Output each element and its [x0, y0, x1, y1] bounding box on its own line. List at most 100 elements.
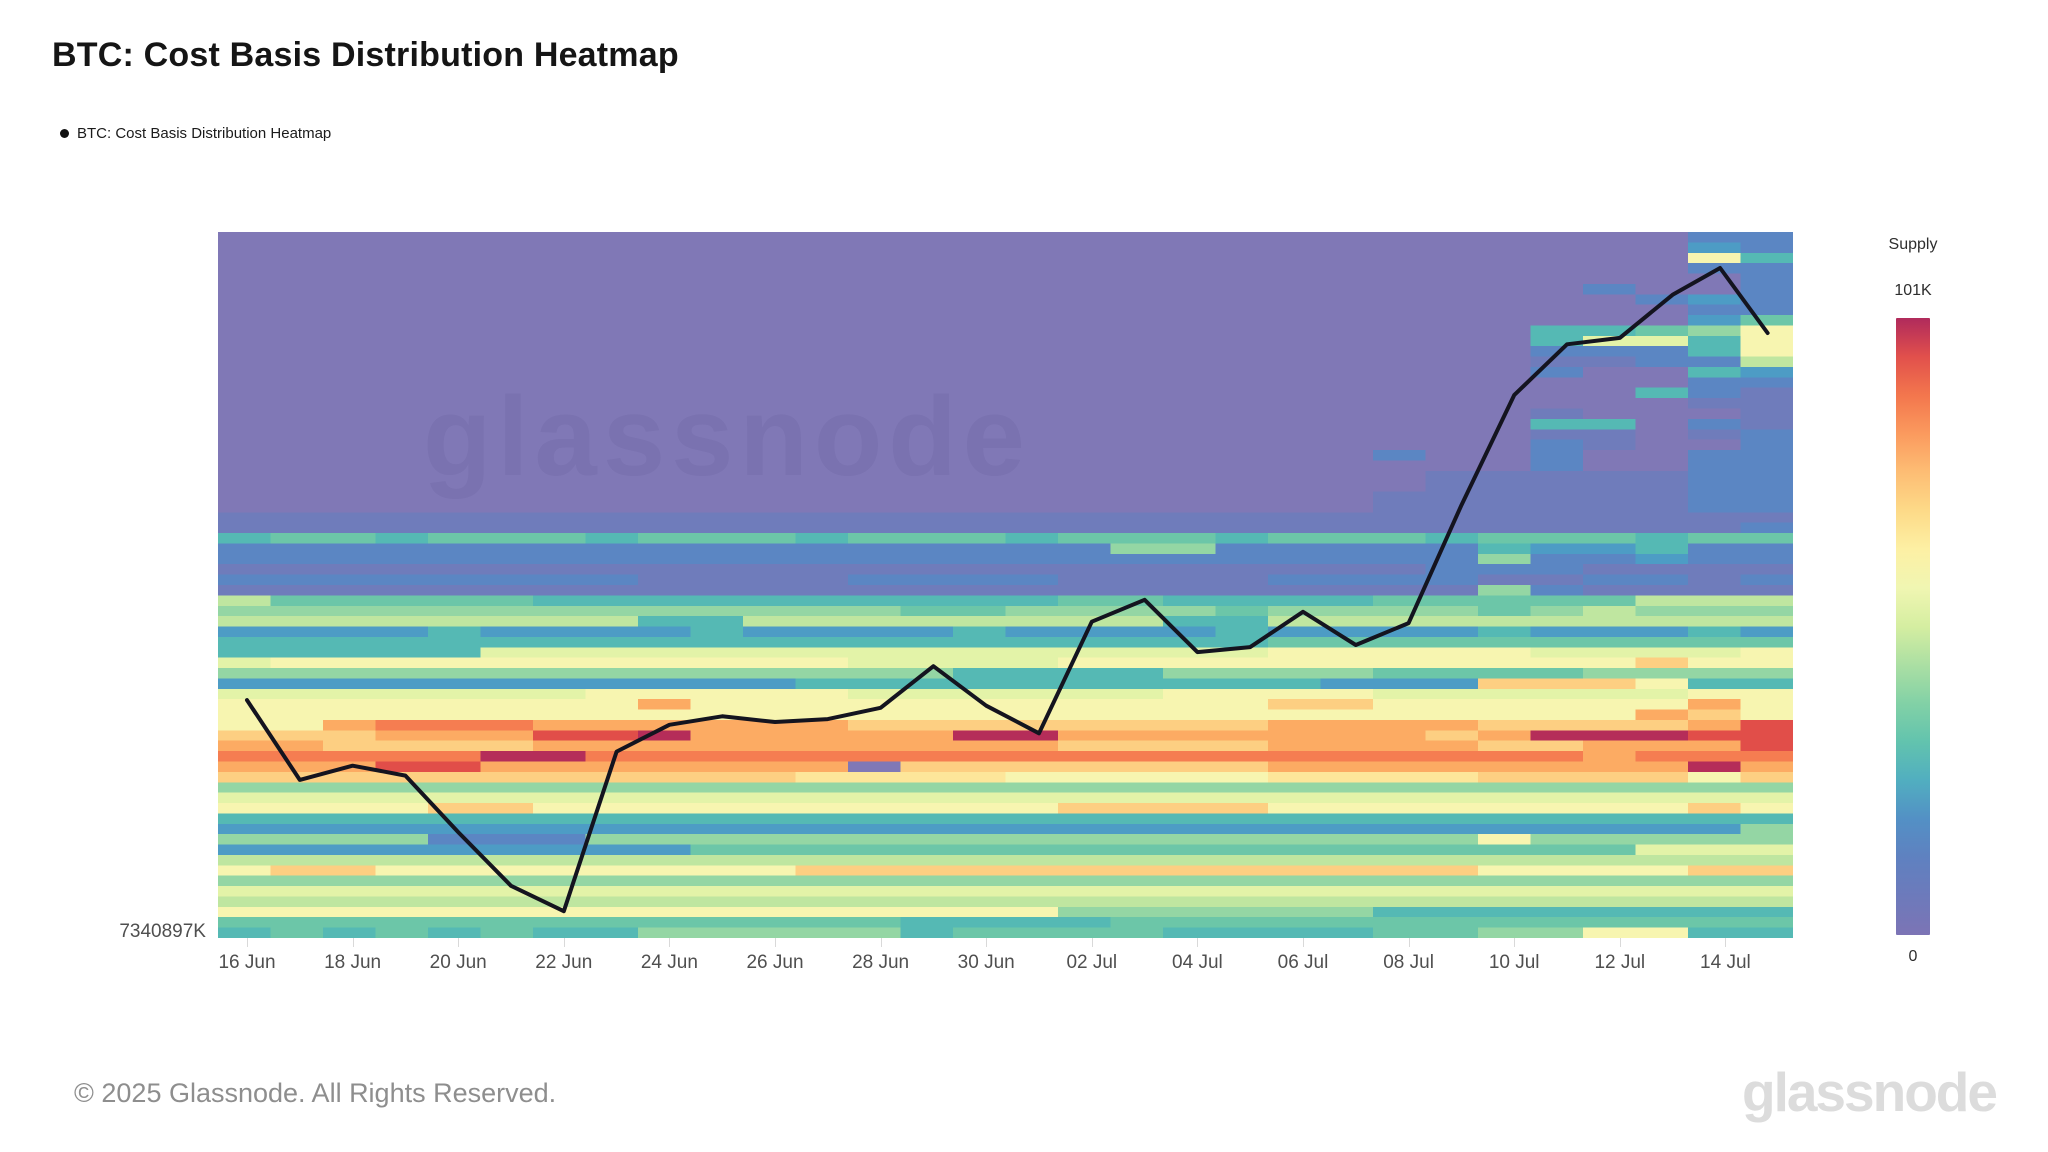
heatmap-cell[interactable]	[1425, 854, 1479, 866]
heatmap-cell[interactable]	[1530, 325, 1584, 337]
heatmap-cell[interactable]	[1478, 450, 1532, 461]
heatmap-cell[interactable]	[1268, 647, 1322, 659]
heatmap-cell[interactable]	[218, 854, 272, 866]
heatmap-cell[interactable]	[900, 834, 954, 846]
heatmap-cell[interactable]	[900, 356, 954, 368]
heatmap-cell[interactable]	[1005, 616, 1059, 628]
heatmap-cell[interactable]	[1005, 782, 1059, 794]
heatmap-cell[interactable]	[795, 668, 849, 679]
heatmap-cell[interactable]	[1005, 626, 1059, 638]
heatmap-cell[interactable]	[638, 595, 692, 607]
heatmap-cell[interactable]	[1058, 678, 1112, 690]
heatmap-cell[interactable]	[953, 823, 1007, 835]
heatmap-cell[interactable]	[1268, 346, 1322, 358]
heatmap-cell[interactable]	[1635, 699, 1689, 711]
heatmap-cell[interactable]	[1215, 408, 1269, 420]
heatmap-cell[interactable]	[795, 626, 849, 638]
heatmap-cell[interactable]	[1215, 304, 1269, 316]
heatmap-cell[interactable]	[1583, 470, 1637, 482]
heatmap-cell[interactable]	[795, 366, 849, 378]
heatmap-cell[interactable]	[1530, 408, 1584, 420]
heatmap-cell[interactable]	[743, 335, 797, 347]
heatmap-cell[interactable]	[218, 896, 272, 908]
heatmap-cell[interactable]	[1688, 616, 1742, 628]
heatmap-cell[interactable]	[1688, 491, 1742, 503]
heatmap-cell[interactable]	[323, 574, 377, 586]
heatmap-cell[interactable]	[690, 875, 744, 887]
heatmap-cell[interactable]	[953, 605, 1007, 617]
heatmap-cell[interactable]	[900, 678, 954, 690]
heatmap-cell[interactable]	[1740, 616, 1794, 628]
heatmap-cell[interactable]	[1688, 865, 1742, 877]
heatmap-cell[interactable]	[795, 429, 849, 441]
heatmap-cell[interactable]	[1373, 803, 1427, 814]
heatmap-cell[interactable]	[1688, 761, 1742, 773]
heatmap-cell[interactable]	[1268, 564, 1322, 576]
heatmap-cell[interactable]	[323, 678, 377, 690]
heatmap-cell[interactable]	[428, 865, 482, 877]
heatmap-cell[interactable]	[1320, 450, 1374, 461]
heatmap-cell[interactable]	[1530, 242, 1584, 254]
heatmap-cell[interactable]	[428, 886, 482, 897]
heatmap-cell[interactable]	[323, 533, 377, 544]
heatmap-cell[interactable]	[1740, 283, 1794, 295]
heatmap-cell[interactable]	[1425, 647, 1479, 659]
heatmap-cell[interactable]	[1583, 283, 1637, 295]
heatmap-cell[interactable]	[743, 273, 797, 285]
heatmap-cell[interactable]	[1320, 751, 1374, 762]
heatmap-cell[interactable]	[1320, 917, 1374, 929]
heatmap-cell[interactable]	[1425, 709, 1479, 721]
heatmap-cell[interactable]	[218, 927, 272, 938]
heatmap-cell[interactable]	[900, 906, 954, 918]
heatmap-cell[interactable]	[1268, 574, 1322, 586]
heatmap-cell[interactable]	[323, 501, 377, 513]
heatmap-cell[interactable]	[218, 460, 272, 472]
heatmap-cell[interactable]	[795, 387, 849, 399]
heatmap-cell[interactable]	[533, 813, 587, 825]
heatmap-cell[interactable]	[1373, 595, 1427, 607]
heatmap-cell[interactable]	[1268, 325, 1322, 337]
heatmap-cell[interactable]	[900, 553, 954, 565]
heatmap-cell[interactable]	[638, 668, 692, 679]
heatmap-cell[interactable]	[270, 834, 324, 846]
heatmap-cell[interactable]	[1635, 626, 1689, 638]
heatmap-cell[interactable]	[1425, 418, 1479, 430]
heatmap-cell[interactable]	[690, 699, 744, 711]
heatmap-cell[interactable]	[1110, 283, 1164, 295]
heatmap-cell[interactable]	[1478, 917, 1532, 929]
heatmap-cell[interactable]	[795, 533, 849, 544]
heatmap-cell[interactable]	[533, 688, 587, 700]
heatmap-cell[interactable]	[1740, 366, 1794, 378]
heatmap-cell[interactable]	[480, 844, 534, 856]
heatmap-cell[interactable]	[480, 346, 534, 358]
heatmap-cell[interactable]	[480, 771, 534, 783]
heatmap-cell[interactable]	[1583, 906, 1637, 918]
heatmap-cell[interactable]	[1688, 709, 1742, 721]
heatmap-cell[interactable]	[218, 377, 272, 389]
heatmap-cell[interactable]	[1110, 636, 1164, 648]
heatmap-cell[interactable]	[1215, 574, 1269, 586]
heatmap-cell[interactable]	[638, 896, 692, 908]
heatmap-cell[interactable]	[1530, 574, 1584, 586]
heatmap-cell[interactable]	[953, 252, 1007, 264]
heatmap-cell[interactable]	[218, 636, 272, 648]
heatmap-cell[interactable]	[1583, 699, 1637, 711]
heatmap-cell[interactable]	[1530, 460, 1584, 472]
heatmap-cell[interactable]	[795, 782, 849, 794]
heatmap-cell[interactable]	[848, 730, 902, 742]
heatmap-cell[interactable]	[1530, 751, 1584, 762]
heatmap-cell[interactable]	[1373, 543, 1427, 555]
heatmap-cell[interactable]	[533, 699, 587, 711]
heatmap-cell[interactable]	[1110, 688, 1164, 700]
heatmap-cell[interactable]	[1373, 501, 1427, 513]
heatmap-cell[interactable]	[1268, 387, 1322, 399]
heatmap-cell[interactable]	[375, 823, 429, 835]
heatmap-cell[interactable]	[1163, 553, 1217, 565]
heatmap-cell[interactable]	[533, 325, 587, 337]
heatmap-cell[interactable]	[1583, 865, 1637, 877]
heatmap-cell[interactable]	[795, 553, 849, 565]
heatmap-cell[interactable]	[848, 896, 902, 908]
heatmap-cell[interactable]	[1583, 346, 1637, 358]
heatmap-cell[interactable]	[1635, 460, 1689, 472]
heatmap-cell[interactable]	[743, 865, 797, 877]
